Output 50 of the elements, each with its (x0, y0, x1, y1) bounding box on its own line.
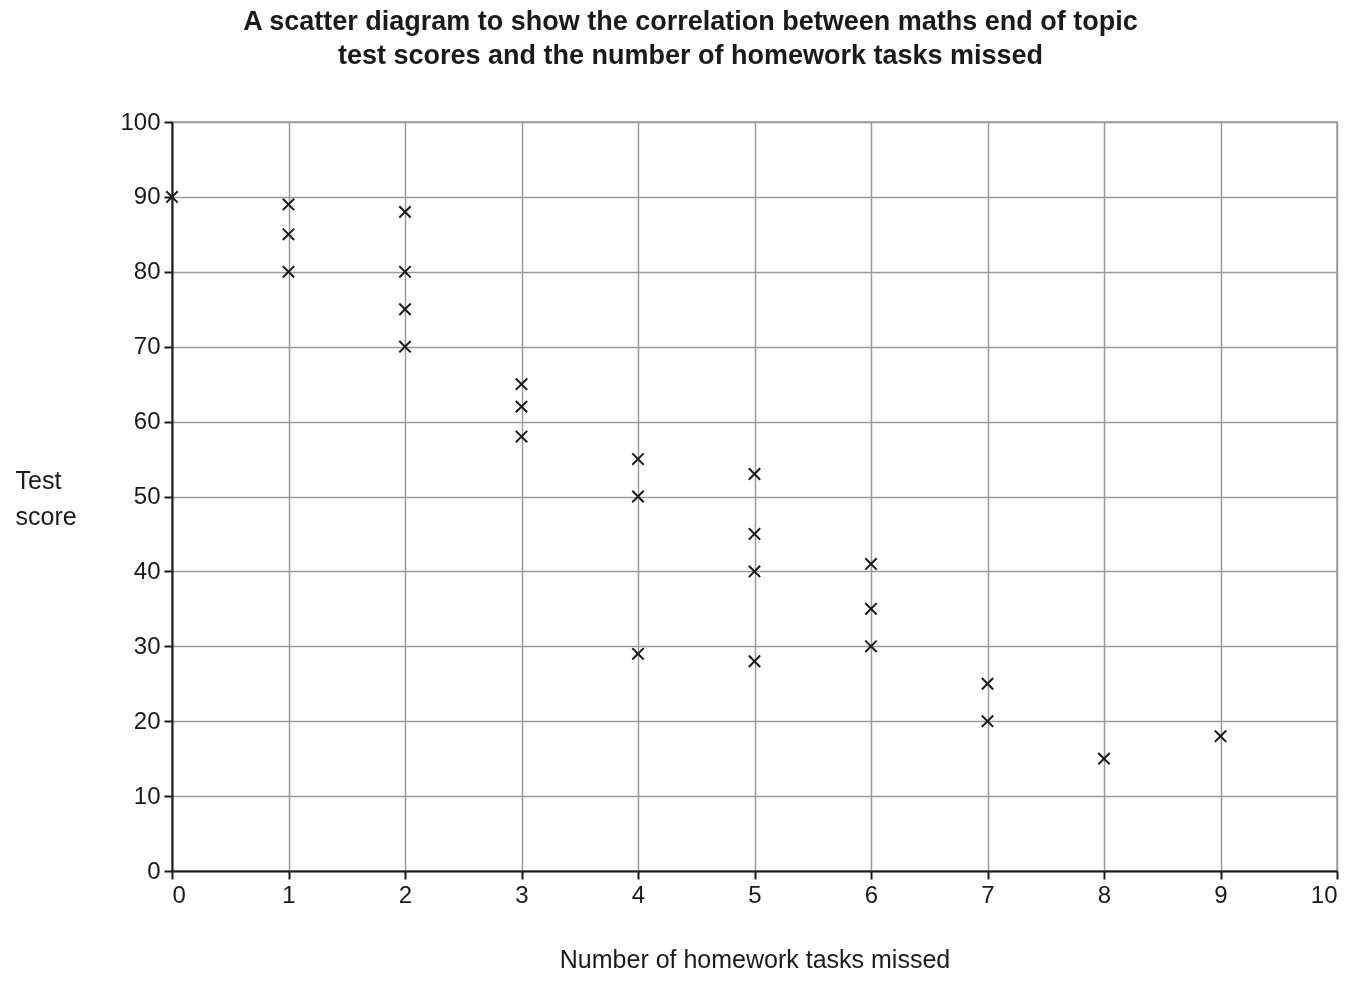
point (281, 265, 296, 279)
y-tick-label: 100 (120, 107, 161, 135)
point (864, 639, 878, 653)
x-tick-label: 3 (515, 880, 529, 908)
point (1097, 751, 1111, 766)
point (514, 377, 529, 391)
x-tick-label: 9 (1214, 880, 1228, 908)
y-tick-label: 30 (133, 631, 161, 659)
point (514, 429, 529, 444)
point (864, 557, 878, 571)
y-tick-label: 20 (133, 706, 161, 734)
x-tick-label: 10 (1310, 880, 1338, 908)
point (631, 452, 645, 466)
x-tick-label: 8 (1097, 880, 1112, 908)
chart-title: A scatter diagram to show the correlation between maths end of topic test scores and the number of homework tasks missed (243, 6, 1138, 70)
point (398, 302, 412, 316)
x-tick-label: 2 (398, 880, 413, 908)
y-tick-label: 80 (133, 257, 161, 285)
point (631, 489, 645, 504)
point (747, 564, 762, 579)
point (631, 647, 645, 661)
point (165, 190, 179, 204)
y-tick-label: 10 (133, 781, 161, 809)
y-tick-label: 0 (147, 856, 161, 884)
point (747, 654, 762, 668)
x-tick-label: 0 (172, 880, 186, 908)
x-tick-label: 6 (864, 880, 879, 908)
y-axis-title: Test score (15, 465, 77, 530)
point (398, 265, 412, 279)
point (398, 340, 412, 354)
point (281, 197, 296, 212)
point (980, 714, 995, 728)
y-tick-label: 40 (133, 556, 161, 584)
x-tick-label: 7 (981, 880, 995, 908)
point (281, 227, 296, 242)
x-tick-label: 1 (282, 880, 296, 908)
y-tick-label: 50 (133, 482, 161, 509)
point (514, 399, 529, 414)
point (398, 205, 412, 219)
x-axis-title: Number of homework tasks missed (559, 944, 951, 973)
point (864, 602, 878, 616)
point (980, 677, 995, 691)
point (747, 527, 762, 541)
y-tick-label: 90 (133, 182, 161, 210)
point (1213, 729, 1228, 743)
point (747, 467, 762, 481)
x-tick-label: 5 (748, 880, 762, 908)
x-tick-label: 4 (631, 880, 646, 908)
y-tick-label: 60 (133, 407, 161, 435)
y-tick-label: 70 (133, 332, 161, 360)
